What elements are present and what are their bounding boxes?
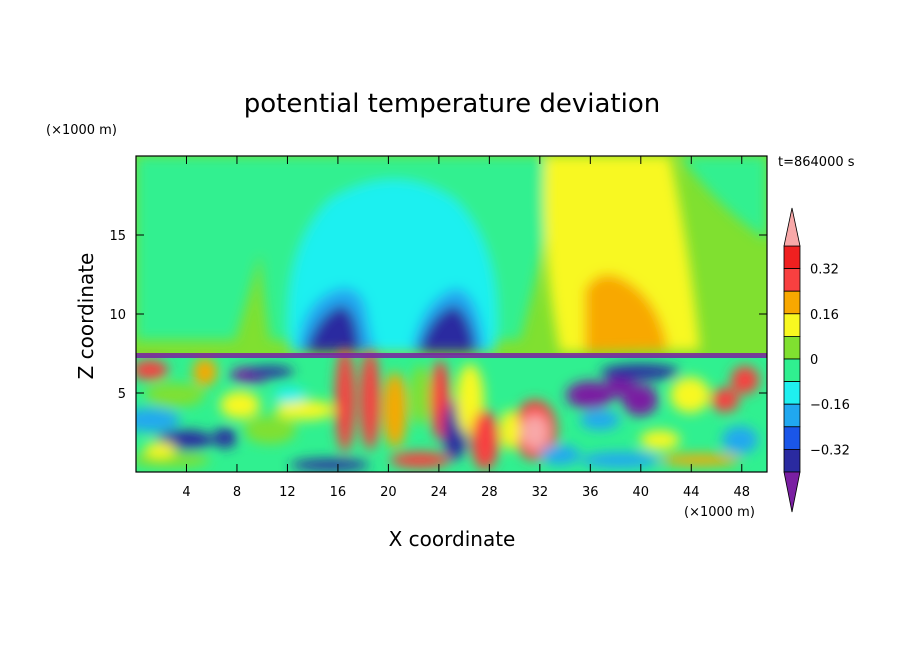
colorbar-tick-label: 0	[810, 353, 818, 368]
field-blob	[136, 408, 180, 432]
y-unit-label: (×1000 m)	[46, 123, 117, 138]
colorbar-tick-label: 0.32	[810, 263, 839, 278]
field-blob	[410, 365, 430, 425]
yellow-right	[544, 156, 700, 352]
x-tick-label: 40	[633, 485, 650, 500]
time-label: t=864000 s	[778, 155, 855, 170]
upper-field	[136, 156, 767, 352]
colorbar: 0.32 0.16 0 −0.16 −0.32	[783, 207, 850, 513]
teal-upper-right	[680, 156, 767, 240]
field-blob	[500, 410, 520, 450]
field-blob	[335, 348, 355, 452]
field-blob	[144, 442, 176, 458]
colorbar-segment	[783, 448, 801, 473]
field-blob	[711, 388, 739, 412]
x-tick-label: 4	[182, 485, 190, 500]
y-axis-label: Z coordinate	[74, 253, 98, 380]
heatmap-field	[136, 156, 767, 472]
y-tick-label: 10	[109, 308, 126, 323]
inversion-line	[136, 353, 767, 358]
x-tick-label: 32	[532, 485, 549, 500]
field-blob	[660, 454, 740, 466]
field-blob	[213, 428, 237, 448]
x-tick-label: 36	[582, 485, 599, 500]
chart-title: potential temperature deviation	[244, 89, 660, 119]
dark-right-lobe	[418, 305, 476, 352]
x-tick-label: 12	[279, 485, 296, 500]
field-blob	[246, 366, 294, 378]
x-unit-label: (×1000 m)	[684, 505, 755, 520]
x-tick-label: 24	[431, 485, 448, 500]
field-blob	[390, 452, 450, 468]
y-tick-label: 5	[118, 387, 126, 402]
field-blob	[600, 364, 680, 380]
colorbar-tick-label: 0.16	[810, 308, 839, 323]
field-blob	[731, 366, 759, 394]
lower-field	[136, 348, 767, 472]
field-blob	[566, 381, 614, 409]
colorbar-segment	[783, 290, 801, 315]
field-blob	[274, 387, 306, 403]
colorbar-segment	[783, 381, 801, 405]
x-axis: 4 8 12 16 20 24 28 32 36 40 44 48	[182, 156, 750, 500]
colorbar-segment	[783, 313, 801, 337]
y-tick-label: 15	[109, 229, 126, 244]
colorbar-segment	[783, 335, 801, 360]
field-blob	[580, 410, 620, 430]
field-blob	[622, 384, 658, 416]
colorbar-segment	[783, 358, 801, 383]
field-blob	[383, 372, 407, 448]
orange-right	[585, 274, 668, 352]
x-tick-label: 48	[733, 485, 750, 500]
field-blob	[471, 410, 499, 470]
colorbar-segment	[783, 403, 801, 428]
x-tick-label: 44	[683, 485, 700, 500]
field-blob	[722, 426, 758, 454]
x-tick-label: 8	[233, 485, 241, 500]
field-blob	[640, 430, 680, 450]
colorbar-bottom-arrow	[783, 471, 801, 513]
field-blob	[193, 358, 217, 386]
field-blob	[290, 459, 370, 471]
colorbar-tick-label: −0.16	[810, 398, 850, 413]
field-blob	[360, 350, 380, 450]
field-blob	[136, 360, 168, 380]
field-blob	[145, 383, 205, 407]
x-tick-label: 28	[481, 485, 498, 500]
field-blob	[220, 391, 260, 419]
field-blob	[540, 445, 580, 465]
colorbar-segment	[783, 426, 801, 450]
colorbar-top-arrow	[783, 207, 801, 247]
colorbar-segment	[783, 245, 801, 270]
colorbar-segment	[783, 268, 801, 292]
colorbar-tick-label: −0.32	[810, 443, 850, 458]
lower-blobs	[136, 348, 759, 471]
field-blob	[580, 452, 660, 468]
field-blob	[670, 377, 710, 413]
teal-upper-left	[136, 156, 280, 340]
y-axis: 5 10 15	[109, 229, 767, 402]
x-tick-label: 16	[330, 485, 347, 500]
x-tick-label: 20	[380, 485, 397, 500]
dark-left-lobe	[305, 305, 360, 352]
x-axis-label: X coordinate	[389, 527, 516, 551]
field-blob	[244, 416, 296, 444]
field-blob	[275, 400, 335, 420]
field-blob	[521, 414, 549, 450]
